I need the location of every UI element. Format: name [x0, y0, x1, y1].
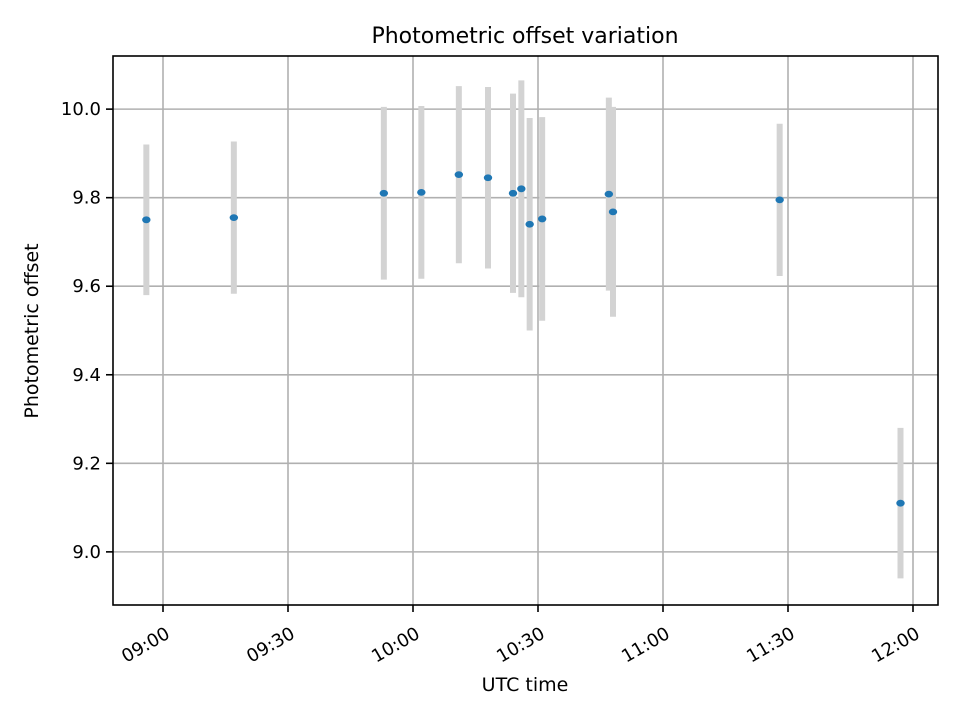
x-tick-label: 11:30	[743, 623, 798, 667]
axes	[106, 55, 939, 612]
grid-lines	[113, 56, 938, 605]
y-tick-label: 9.8	[72, 188, 101, 209]
data-point	[508, 189, 518, 197]
x-tick-label: 11:00	[618, 623, 673, 667]
y-tick-label: 9.0	[72, 542, 101, 563]
y-axis-label: Photometric offset	[21, 243, 43, 418]
plot-frame	[112, 55, 939, 606]
data-point	[229, 214, 239, 222]
x-tick-label: 12:00	[868, 623, 923, 667]
x-tick-label: 10:00	[368, 623, 423, 667]
y-tick-label: 9.6	[72, 276, 101, 297]
data-point	[142, 216, 151, 224]
data-point	[454, 171, 464, 179]
data-point	[417, 188, 426, 196]
y-tick-label: 10.0	[61, 99, 101, 120]
x-axis-label: UTC time	[482, 674, 569, 696]
data-point	[775, 196, 784, 204]
y-tick-label: 9.2	[72, 453, 101, 474]
data-point	[537, 215, 547, 223]
data-points	[142, 171, 905, 507]
x-tick-label: 09:00	[118, 623, 173, 667]
data-point	[896, 499, 905, 507]
y-tick-label: 9.4	[72, 365, 101, 386]
data-point	[517, 185, 526, 193]
x-tick-label: 09:30	[243, 623, 298, 667]
tick-labels: 9.0 9.2 9.4 9.6 9.8 10.0 09:00 09:30 10:00 10:30 1…	[61, 99, 924, 667]
data-point	[608, 208, 618, 216]
data-point	[483, 174, 493, 182]
data-point	[379, 189, 389, 197]
data-point	[525, 220, 534, 228]
x-tick-label: 10:30	[493, 623, 548, 667]
chart-title: Photometric offset variation	[371, 24, 678, 49]
data-point	[604, 190, 614, 198]
